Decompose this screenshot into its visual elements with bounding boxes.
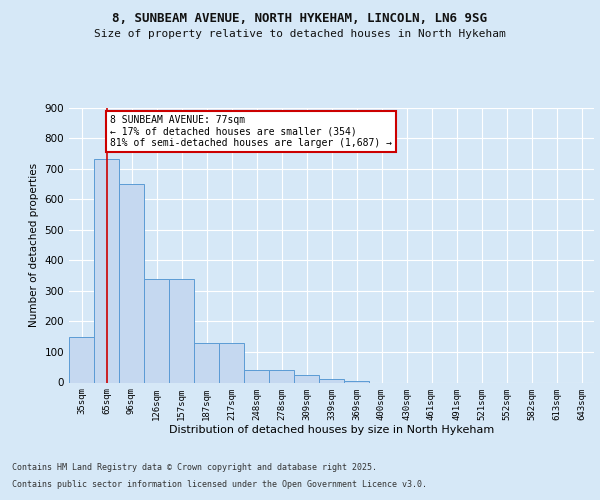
Text: Contains HM Land Registry data © Crown copyright and database right 2025.: Contains HM Land Registry data © Crown c… [12, 464, 377, 472]
Text: 8, SUNBEAM AVENUE, NORTH HYKEHAM, LINCOLN, LN6 9SG: 8, SUNBEAM AVENUE, NORTH HYKEHAM, LINCOL… [113, 12, 487, 26]
Bar [69, 336, 94, 382]
Bar [344, 381, 369, 382]
Bar [219, 343, 244, 382]
Bar [169, 278, 194, 382]
Text: Size of property relative to detached houses in North Hykeham: Size of property relative to detached ho… [94, 29, 506, 39]
Y-axis label: Number of detached properties: Number of detached properties [29, 163, 39, 327]
Bar [119, 184, 144, 382]
Bar [94, 160, 119, 382]
X-axis label: Distribution of detached houses by size in North Hykeham: Distribution of detached houses by size … [169, 425, 494, 435]
Text: 8 SUNBEAM AVENUE: 77sqm
← 17% of detached houses are smaller (354)
81% of semi-d: 8 SUNBEAM AVENUE: 77sqm ← 17% of detache… [110, 115, 392, 148]
Bar [319, 380, 344, 382]
Bar [269, 370, 294, 382]
Bar [294, 375, 319, 382]
Bar [194, 343, 219, 382]
Bar [244, 370, 269, 382]
Text: Contains public sector information licensed under the Open Government Licence v3: Contains public sector information licen… [12, 480, 427, 489]
Bar [144, 278, 169, 382]
